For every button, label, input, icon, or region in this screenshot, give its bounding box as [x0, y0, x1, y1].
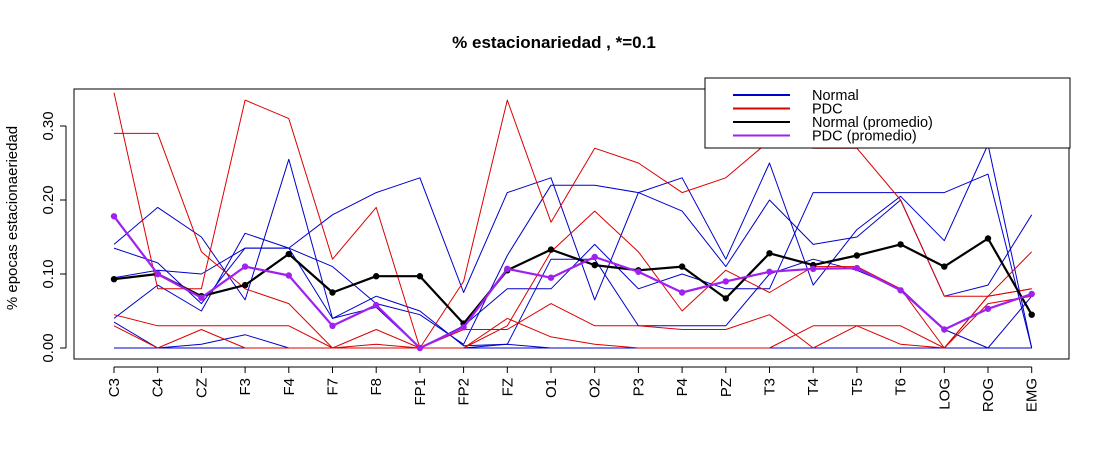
pdc-mean-point — [635, 268, 642, 275]
x-tick-label: F7 — [325, 378, 342, 396]
normal-mean-point — [373, 273, 380, 280]
x-tick-label: FZ — [499, 378, 516, 396]
x-tick-label: C4 — [150, 378, 167, 397]
chart-title: % estacionariedad , *=0.1 — [452, 33, 656, 52]
pdc-mean-point — [941, 326, 948, 333]
normal-mean-point — [1028, 311, 1035, 318]
x-tick-label: P4 — [674, 378, 691, 396]
pdc-mean-point — [766, 268, 773, 275]
pdc-series-line — [114, 132, 1032, 349]
normal-series-line — [113, 158, 1032, 349]
normal-mean-point — [722, 295, 729, 302]
x-tick-label: ROG — [980, 378, 997, 412]
x-tick-label: T5 — [849, 378, 866, 396]
x-tick-label: T4 — [805, 378, 822, 396]
legend-label: Normal — [812, 88, 859, 104]
pdc-mean-point — [460, 324, 467, 331]
normal-mean-point — [329, 289, 336, 296]
legend-label: Normal (promedio) — [812, 115, 933, 131]
pdc-mean-point — [1028, 290, 1035, 298]
x-tick-label: F8 — [368, 378, 385, 396]
x-tick-label: P3 — [630, 378, 647, 396]
normal-mean-point — [984, 235, 992, 242]
pdc-mean-point — [547, 274, 555, 281]
x-tick-label: LOG — [936, 378, 953, 410]
pdc-mean-line — [113, 215, 1033, 350]
plot-frame — [73, 88, 1070, 360]
pdc-mean-point — [504, 265, 511, 273]
normal-mean-point — [591, 261, 598, 269]
normal-mean-point — [416, 273, 424, 280]
y-tick-label: 0.30 — [40, 111, 57, 140]
y-tick-label: 0.20 — [40, 185, 57, 214]
pdc-mean-point — [853, 264, 861, 272]
normal-mean-point — [110, 275, 118, 283]
pdc-mean-point — [722, 278, 729, 285]
normal-series-line — [113, 184, 1033, 345]
lines-layer — [110, 92, 1035, 352]
normal-mean-point — [941, 263, 948, 270]
pdc-mean-point — [810, 265, 817, 273]
x-tick-label: PZ — [718, 378, 735, 397]
x-tick-label: F3 — [237, 378, 254, 396]
pdc-series-line — [113, 288, 1032, 349]
x-tick-label: EMG — [1024, 378, 1041, 412]
pdc-mean-point — [110, 213, 118, 220]
x-axis: C3 C4 CZ F3 F4 F7 F8 FP1 FP2 FZ O1 O2 P3 P4 PZ T3 T4 T5 T6… — [106, 366, 1041, 412]
pdc-mean-point — [241, 263, 249, 270]
x-tick-label: FP1 — [412, 378, 429, 406]
normal-series-line — [113, 258, 1032, 349]
normal-series-line — [113, 144, 1033, 349]
pdc-mean-point — [416, 344, 424, 352]
pdc-mean-point — [285, 272, 292, 279]
x-tick-label: C3 — [106, 378, 123, 397]
normal-mean-line — [113, 237, 1033, 325]
normal-mean-point — [547, 246, 555, 253]
pdc-mean-point — [154, 270, 161, 278]
pdc-mean-point — [329, 322, 336, 329]
pdc-series-line — [113, 295, 1032, 349]
pdc-mean-point — [897, 287, 904, 294]
y-axis: 0.00 0.10 0.20 0.30 — [40, 111, 67, 363]
pdc-mean-point — [373, 301, 380, 309]
x-tick-label: F4 — [281, 378, 298, 396]
normal-mean-point — [285, 250, 292, 258]
pdc-mean-point — [591, 253, 598, 261]
legend-label: PDC — [812, 102, 843, 118]
y-axis-label: % epocas estacionaeriedad — [4, 126, 21, 310]
legend-label: PDC (promedio) — [812, 129, 917, 145]
normal-mean-point — [853, 252, 861, 259]
normal-mean-point — [766, 250, 773, 257]
y-tick-label: 0.00 — [40, 333, 57, 362]
pdc-mean-point — [678, 289, 686, 296]
pdc-series-line — [113, 92, 1033, 349]
x-tick-label: O2 — [587, 378, 604, 398]
normal-mean-point — [241, 281, 249, 289]
normal-series-line — [113, 173, 1033, 349]
x-tick-label: CZ — [193, 378, 210, 398]
x-tick-label: T6 — [893, 378, 910, 396]
y-tick-label: 0.10 — [40, 259, 57, 288]
normal-mean-point — [678, 263, 686, 270]
pdc-mean-point — [984, 305, 992, 312]
x-tick-label: O1 — [543, 378, 560, 398]
x-tick-label: FP2 — [456, 378, 473, 406]
normal-mean-point — [897, 241, 904, 248]
pdc-mean-point — [198, 294, 205, 301]
x-tick-label: T3 — [762, 378, 779, 396]
